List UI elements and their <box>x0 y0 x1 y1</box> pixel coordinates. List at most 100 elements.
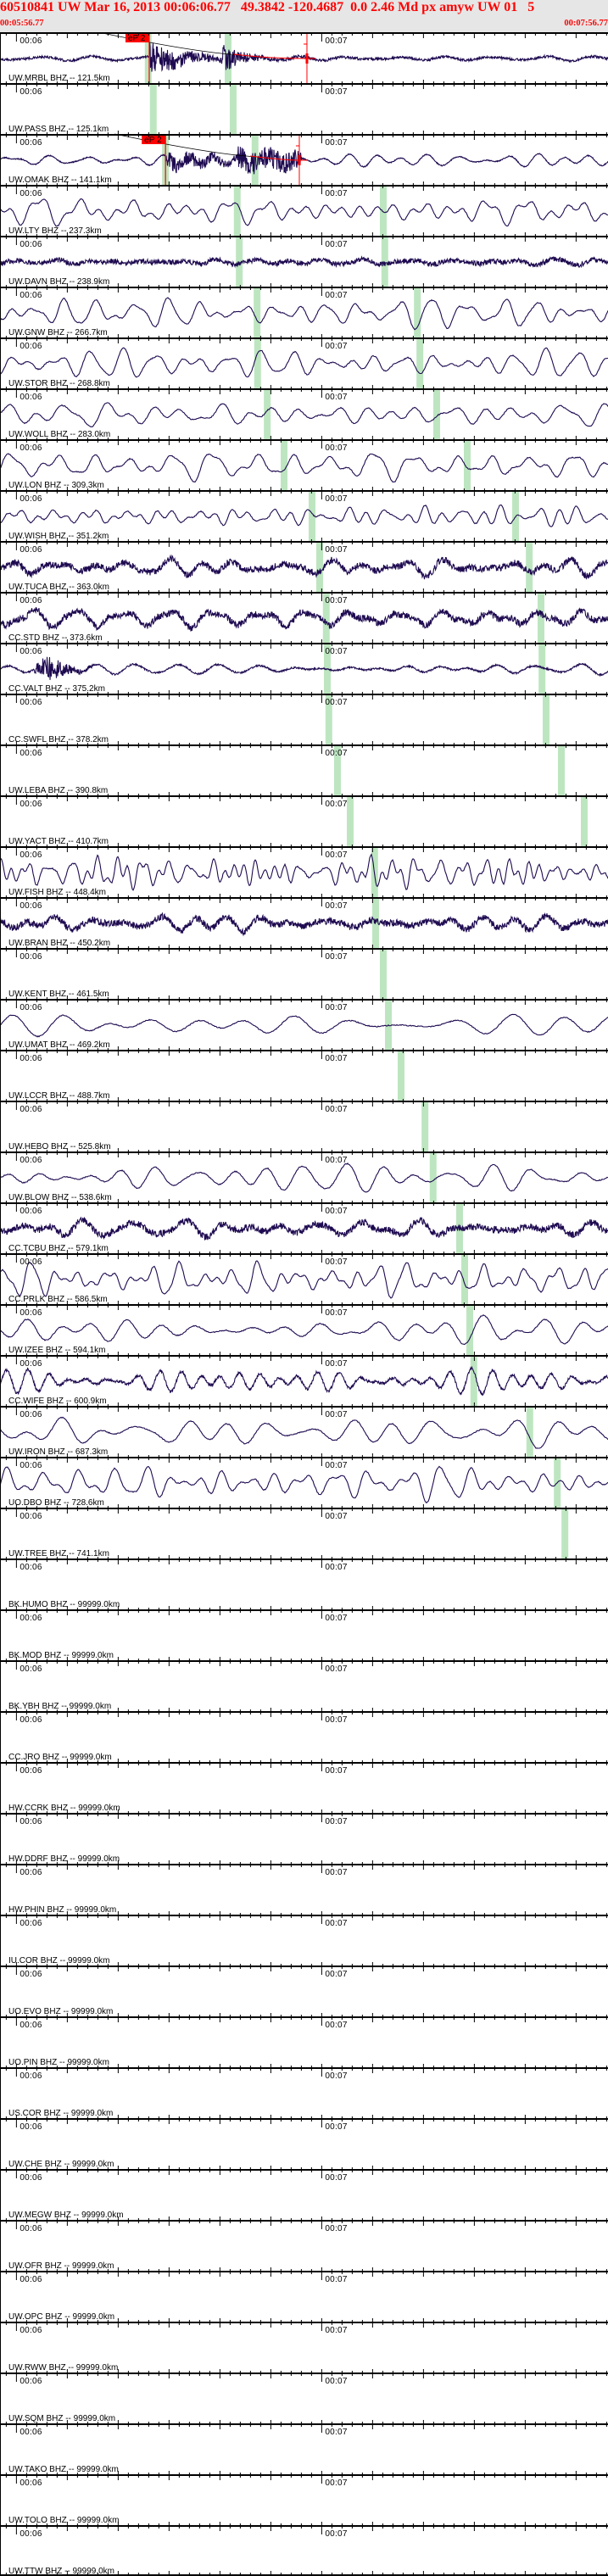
phase-pick-label: eP 2 <box>144 136 162 145</box>
trace-panel-opc[interactable]: 00:06 00:07 UW.OPC BHZ -- 99999.0km <box>0 2267 608 2322</box>
trace-panel-stor[interactable]: 00:06 00:07 UW.STOR BHZ -- 268.8km <box>0 334 608 388</box>
predicted-p-arrival <box>236 236 243 287</box>
time-label-0007: 00:07 <box>325 2428 347 2437</box>
station-channel-label: UW.IZEE BHZ -- 594.1km <box>8 1346 105 1355</box>
predicted-p-arrival <box>466 1304 473 1355</box>
station-channel-label: UW.FISH BHZ -- 448.4km <box>8 888 106 897</box>
trace-panel-tolo[interactable]: 00:06 00:07 UW.TOLO BHZ -- 99999.0km <box>0 2471 608 2525</box>
waveform <box>0 912 608 937</box>
trace-panel-tuca[interactable]: 00:06 00:07 UW.TUCA BHZ -- 363.0km <box>0 538 608 592</box>
station-channel-label: UW.WOLL BHZ -- 283.0km <box>8 430 110 439</box>
trace-panel-bran[interactable]: 00:06 00:07 UW.BRAN BHZ -- 450.2km <box>0 894 608 948</box>
time-label-0006: 00:06 <box>20 138 42 148</box>
trace-panel-cor[interactable]: 00:06 00:07 US.COR BHZ -- 99999.0km <box>0 2064 608 2118</box>
trace-panel-hebo[interactable]: 00:06 00:07 UW.HEBO BHZ -- 525.8km <box>0 1097 608 1151</box>
time-label-0007: 00:07 <box>325 749 347 758</box>
station-channel-label: UW.DAVN BHZ -- 238.9km <box>8 277 109 287</box>
trace-panel-lty[interactable]: 00:06 00:07 UW.LTY BHZ -- 237.3km <box>0 181 608 236</box>
trace-panel-fish[interactable]: 00:06 00:07 UW.FISH BHZ -- 448.4km <box>0 843 608 897</box>
trace-panel-std[interactable]: 00:06 00:07 CC.STD BHZ -- 373.6km <box>0 588 608 643</box>
trace-panel-valt[interactable]: 00:06 00:07 CC.VALT BHZ -- 375.2km <box>0 639 608 694</box>
trace-panel-wish[interactable]: 00:06 00:07 UW.WISH BHZ -- 351.2km <box>0 487 608 541</box>
station-channel-label: UW.TTW BHZ -- 99999.0km <box>8 2567 114 2576</box>
time-label-0006: 00:06 <box>20 342 42 351</box>
waveform <box>0 146 608 175</box>
trace-panel-ofr[interactable]: 00:06 00:07 UW.OFR BHZ -- 99999.0km <box>0 2216 608 2271</box>
phase-pick-flag[interactable] <box>142 135 166 144</box>
predicted-s-arrival <box>542 694 549 744</box>
trace-panel-evo[interactable]: 00:06 00:07 UO.EVO BHZ -- 99999.0km <box>0 1962 608 2016</box>
trace-panel-sqm[interactable]: 00:06 00:07 UW.SQM BHZ -- 99999.0km <box>0 2369 608 2423</box>
trace-panel-swfl[interactable]: 00:06 00:07 CC.SWFL BHZ -- 378.2km <box>0 690 608 744</box>
trace-panel-humo[interactable]: 00:06 00:07 BK.HUMO BHZ -- 99999.0km <box>0 1555 608 1609</box>
station-channel-label: UW.OPC BHZ -- 99999.0km <box>8 2312 114 2322</box>
trace-panel-pin[interactable]: 00:06 00:07 UO.PIN BHZ -- 99999.0km <box>0 2013 608 2067</box>
waveform <box>0 1013 608 1038</box>
station-channel-label: CC.SWFL BHZ -- 378.2km <box>8 735 109 744</box>
station-channel-label: UW.TUCA BHZ -- 363.0km <box>8 583 109 592</box>
trace-panel-leba[interactable]: 00:06 00:07 UW.LEBA BHZ -- 390.8km <box>0 741 608 795</box>
trace-panel-dbo[interactable]: 00:06 00:07 UO.DBO BHZ -- 728.6km <box>0 1453 608 1508</box>
trace-panel-cor[interactable]: 00:06 00:07 IU.COR BHZ -- 99999.0km <box>0 1911 608 1965</box>
predicted-p-arrival <box>149 83 157 134</box>
time-label-0007: 00:07 <box>325 1817 347 1826</box>
trace-panel-blow[interactable]: 00:06 00:07 UW.BLOW BHZ -- 538.6km <box>0 1148 608 1202</box>
trace-panel-phin[interactable]: 00:06 00:07 HW.PHIN BHZ -- 99999.0km <box>0 1860 608 1915</box>
predicted-p-arrival <box>346 795 354 846</box>
trace-panel-mrbl[interactable]: eP 2 00:06 00:07 UW.MRBL BHZ -- 121.5km <box>0 32 608 83</box>
trace-panel-lon[interactable]: 00:06 00:07 UW.LON BHZ -- 309.3km <box>0 436 608 490</box>
trace-panel-ccrk[interactable]: 00:06 00:07 HW.CCRK BHZ -- 99999.0km <box>0 1759 608 1813</box>
trace-panel-tako[interactable]: 00:06 00:07 UW.TAKO BHZ -- 99999.0km <box>0 2420 608 2474</box>
trace-panel-davn[interactable]: 00:06 00:07 UW.DAVN BHZ -- 238.9km <box>0 232 608 287</box>
time-label-0007: 00:07 <box>325 1919 347 1928</box>
trace-panel-izee[interactable]: 00:06 00:07 UW.IZEE BHZ -- 594.1km <box>0 1301 608 1355</box>
trace-panel-pass[interactable]: 00:06 00:07 UW.PASS BHZ -- 125.1km <box>0 80 608 134</box>
time-label-0006: 00:06 <box>20 240 42 249</box>
time-label-0007: 00:07 <box>325 342 347 351</box>
trace-panel-ttw[interactable]: 00:06 00:07 UW.TTW BHZ -- 99999.0km <box>0 2522 608 2576</box>
time-label-0007: 00:07 <box>325 1207 347 1216</box>
time-label-0007: 00:07 <box>325 1868 347 1877</box>
trace-panel-tree[interactable]: 00:06 00:07 UW.TREE BHZ -- 741.1km <box>0 1504 608 1558</box>
time-label-0007: 00:07 <box>325 189 347 198</box>
trace-panel-iron[interactable]: 00:06 00:07 UW.IRON BHZ -- 687.3km <box>0 1402 608 1457</box>
trace-panel-umat[interactable]: 00:06 00:07 UW.UMAT BHZ -- 469.2km <box>0 995 608 1050</box>
trace-panel-gnw[interactable]: 00:06 00:07 UW.GNW BHZ -- 266.7km <box>0 283 608 337</box>
waveform <box>0 297 608 331</box>
trace-panel-kent[interactable]: 00:06 00:07 UW.KENT BHZ -- 461.5km <box>0 945 608 999</box>
trace-panel-che[interactable]: 00:06 00:07 UW.CHE BHZ -- 99999.0km <box>0 2115 608 2169</box>
waveform <box>0 1416 608 1449</box>
waveform <box>0 42 608 72</box>
trace-panel-ybh[interactable]: 00:06 00:07 BK.YBH BHZ -- 99999.0km <box>0 1657 608 1711</box>
predicted-p-arrival <box>333 744 341 795</box>
trace-panel-wife[interactable]: 00:06 00:07 CC.WIFE BHZ -- 600.9km <box>0 1352 608 1406</box>
trace-panel-mod[interactable]: 00:06 00:07 BK.MOD BHZ -- 99999.0km <box>0 1606 608 1660</box>
station-channel-label: UW.OMAK BHZ -- 141.1km <box>8 176 112 185</box>
time-label-0007: 00:07 <box>325 1003 347 1012</box>
station-channel-label: UW.CHE BHZ -- 99999.0km <box>8 2160 114 2169</box>
time-label-0007: 00:07 <box>325 1512 347 1521</box>
time-label-0007: 00:07 <box>325 494 347 504</box>
time-label-0006: 00:06 <box>20 1054 42 1063</box>
time-label-0007: 00:07 <box>325 1359 347 1369</box>
trace-panel-omak[interactable]: eP 2 00:06 00:07 UW.OMAK BHZ -- 141.1km <box>0 131 608 185</box>
trace-panel-woll[interactable]: 00:06 00:07 UW.WOLL BHZ -- 283.0km <box>0 385 608 439</box>
trace-panel-yact[interactable]: 00:06 00:07 UW.YACT BHZ -- 410.7km <box>0 792 608 846</box>
waveform <box>0 656 608 680</box>
trace-panel-megw[interactable]: 00:06 00:07 UW.MEGW BHZ -- 99999.0km <box>0 2166 608 2220</box>
trace-panel-rww[interactable]: 00:06 00:07 UW.RWW BHZ -- 99999.0km <box>0 2318 608 2372</box>
trace-panel-lccr[interactable]: 00:06 00:07 UW.LCCR BHZ -- 488.7km <box>0 1046 608 1101</box>
predicted-p-arrival <box>323 643 331 694</box>
phase-pick-flag[interactable] <box>125 33 149 42</box>
station-channel-label: UW.PASS BHZ -- 125.1km <box>8 125 109 134</box>
station-channel-label: CC.JRO BHZ -- 99999.0km <box>8 1753 112 1762</box>
predicted-p-arrival <box>254 337 261 388</box>
trace-panel-ddrf[interactable]: 00:06 00:07 HW.DDRF BHZ -- 99999.0km <box>0 1809 608 1864</box>
time-label-0006: 00:06 <box>20 2224 42 2233</box>
station-channel-label: UW.LCCR BHZ -- 488.7km <box>8 1091 109 1101</box>
trace-panel-tcbu[interactable]: 00:06 00:07 CC.TCBU BHZ -- 579.1km <box>0 1199 608 1253</box>
trace-panel-jro[interactable]: 00:06 00:07 CC.JRO BHZ -- 99999.0km <box>0 1708 608 1762</box>
waveform <box>0 347 608 378</box>
trace-panel-prlk[interactable]: 00:06 00:07 CC.PRLK BHZ -- 586.5km <box>0 1250 608 1304</box>
